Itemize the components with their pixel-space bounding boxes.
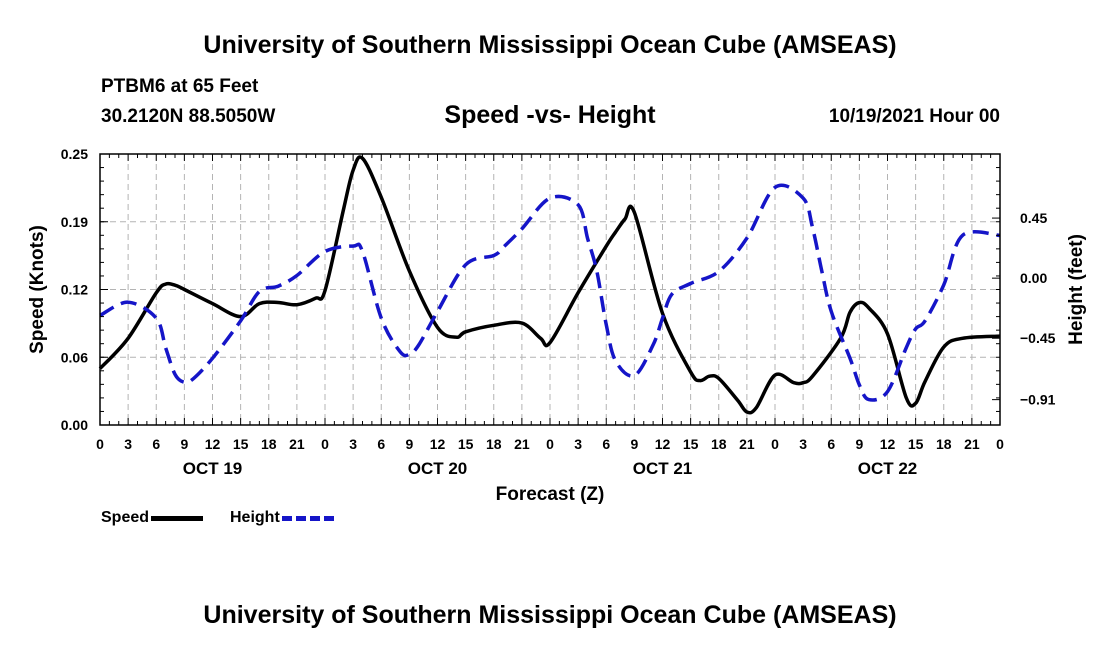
height-series-line <box>99 183 1001 402</box>
station-coordinates: 30.2120N 88.5050W <box>101 106 276 127</box>
x-tick-label: 0 <box>96 436 104 452</box>
x-tick-label: 6 <box>827 436 835 452</box>
x-tick-label: 21 <box>289 436 305 452</box>
x-tick-label: 0 <box>321 436 329 452</box>
x-tick-label: 21 <box>739 436 755 452</box>
x-tick-label: 18 <box>711 436 727 452</box>
grid-lines <box>100 154 1000 425</box>
x-tick-label: 21 <box>514 436 530 452</box>
plot-frame <box>99 153 1001 426</box>
series-layer <box>98 155 1001 415</box>
axis-labels: 0 3 6 9 12 15 18 21 0 3 6 9 12 15 18 21 0 3 6 9 12 15 18 21 0 3 6 9… <box>27 146 1087 505</box>
x-tick-label: 12 <box>655 436 671 452</box>
y2-tick-label: −0.91 <box>1020 392 1056 408</box>
x-tick-label: 0 <box>996 436 1004 452</box>
legend-height-swatch <box>281 515 334 521</box>
day-label: OCT 21 <box>633 459 693 478</box>
day-label: OCT 20 <box>408 459 468 478</box>
legend-speed: Speed <box>101 509 204 527</box>
x-tick-label: 15 <box>908 436 924 452</box>
x-tick-label: 18 <box>486 436 502 452</box>
legend-height-label: Height <box>230 509 280 526</box>
y2-tick-label: −0.45 <box>1020 330 1056 346</box>
forecast-datetime: 10/19/2021 Hour 00 <box>828 106 1000 127</box>
legend-speed-swatch <box>151 515 204 521</box>
x-tick-label: 3 <box>799 436 807 452</box>
x-tick-label: 15 <box>233 436 249 452</box>
y2-axis-title: Height (feet) <box>1066 234 1087 345</box>
day-label: OCT 19 <box>183 459 243 478</box>
chart-subtitle: Speed -vs- Height <box>444 101 656 129</box>
day-label: OCT 22 <box>858 459 918 478</box>
x-tick-label: 9 <box>405 436 413 452</box>
station-label: PTBM6 at 65 Feet <box>101 76 259 97</box>
x-tick-label: 9 <box>180 436 188 452</box>
legend-speed-label: Speed <box>101 509 150 526</box>
x-tick-label: 15 <box>683 436 699 452</box>
x-tick-label: 6 <box>377 436 385 452</box>
speed-series-line <box>98 155 1001 415</box>
footer-title: University of Southern Mississippi Ocean… <box>203 601 897 629</box>
x-tick-label: 3 <box>124 436 132 452</box>
x-tick-label: 9 <box>630 436 638 452</box>
x-tick-label: 3 <box>349 436 357 452</box>
x-tick-label: 0 <box>771 436 779 452</box>
x-tick-label: 6 <box>602 436 610 452</box>
y-axis-title: Speed (Knots) <box>27 225 48 354</box>
x-tick-label: 18 <box>936 436 952 452</box>
main-title: University of Southern Mississippi Ocean… <box>203 31 897 59</box>
x-tick-label: 6 <box>152 436 160 452</box>
x-tick-label: 12 <box>430 436 446 452</box>
y-tick-label: 0.06 <box>61 349 88 365</box>
x-tick-label: 18 <box>261 436 277 452</box>
legend-height: Height <box>230 509 334 527</box>
x-tick-label: 21 <box>964 436 980 452</box>
y2-tick-label: 0.00 <box>1020 270 1047 286</box>
x-tick-label: 12 <box>205 436 221 452</box>
x-tick-label: 9 <box>855 436 863 452</box>
y2-tick-label: 0.45 <box>1020 210 1047 226</box>
y-tick-label: 0.12 <box>61 282 88 298</box>
x-tick-label: 3 <box>574 436 582 452</box>
y-tick-label: 0.25 <box>61 146 88 162</box>
x-tick-label: 0 <box>546 436 554 452</box>
x-axis-title: Forecast (Z) <box>496 484 605 505</box>
x-tick-label: 12 <box>880 436 896 452</box>
y-tick-label: 0.00 <box>61 417 88 433</box>
y-tick-label: 0.19 <box>61 214 88 230</box>
x-tick-label: 15 <box>458 436 474 452</box>
